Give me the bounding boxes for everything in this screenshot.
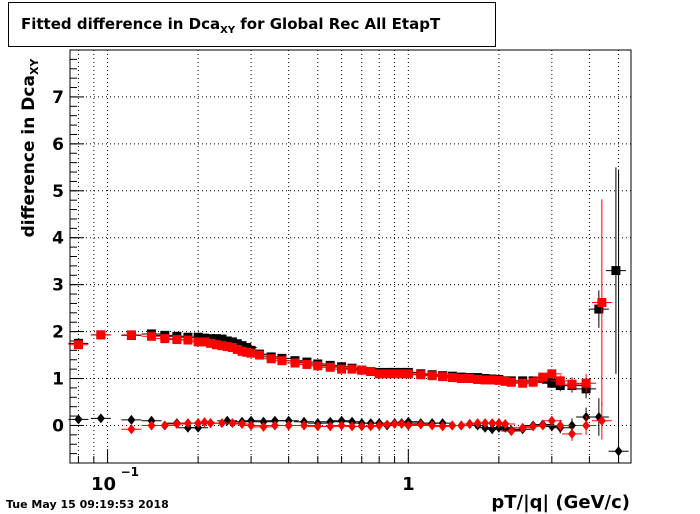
data-point-diamond (127, 415, 135, 425)
y-tick-label: 7 (52, 88, 64, 108)
data-point-square (611, 266, 620, 275)
data-point-square (160, 334, 169, 343)
y-tick-label: 4 (52, 229, 64, 249)
data-point-diamond (97, 413, 105, 423)
timestamp: Tue May 15 09:19:53 2018 (6, 498, 169, 511)
x-tick-label-tenth: 10 (91, 474, 116, 495)
data-point-square (291, 359, 300, 368)
data-point-square (96, 330, 105, 339)
data-point-square (357, 366, 366, 375)
data-point-square (448, 373, 457, 382)
data-point-square (518, 379, 527, 388)
data-point-square (428, 371, 437, 380)
data-point-square (127, 330, 136, 339)
data-point-square (366, 367, 375, 376)
y-tick-label: 3 (52, 276, 64, 296)
data-point-square (255, 351, 264, 360)
data-point-diamond (398, 419, 406, 429)
data-point-square (348, 365, 357, 374)
y-tick-label: 2 (52, 323, 64, 343)
y-axis-label: difference in DcaXY (19, 59, 41, 238)
y-tick-label: 0 (52, 416, 64, 436)
data-point-square (547, 369, 556, 378)
data-point-diamond (260, 422, 268, 432)
data-point-square (416, 370, 425, 379)
data-point-diamond (161, 420, 169, 430)
data-point-square (247, 349, 256, 358)
data-point-diamond (466, 419, 474, 429)
data-point-square (529, 378, 538, 387)
data-point-square (404, 369, 413, 378)
data-point-square (147, 332, 156, 341)
data-point-square (567, 380, 576, 389)
data-point-diamond (568, 429, 576, 439)
y-tick-label: 1 (52, 370, 64, 390)
plot-frame (70, 50, 631, 463)
data-point-diamond (200, 417, 208, 427)
data-point-square (438, 372, 447, 381)
data-point-square (313, 361, 322, 370)
x-tick-label-tenth-exponent: −1 (121, 465, 139, 479)
data-point-diamond (539, 420, 547, 430)
data-point-diamond (457, 420, 465, 430)
data-point-diamond (582, 420, 590, 430)
x-tick-label-one: 1 (402, 474, 415, 495)
y-tick-label: 6 (52, 135, 64, 155)
data-point-square (277, 356, 286, 365)
data-point-square (465, 374, 474, 383)
data-point-square (74, 340, 83, 349)
data-point-square (582, 379, 591, 388)
data-point-square (507, 378, 516, 387)
ylabel-sub: XY (28, 59, 41, 75)
plot-area: 0 1 2 3 4 5 6 7 10 −1 1 (0, 0, 700, 514)
ylabel-main: difference in Dca (19, 75, 39, 237)
data-point-square (267, 354, 276, 363)
x-axis-label: pT/|q| (GeV/c) (491, 492, 630, 513)
data-point-square (597, 298, 606, 307)
data-point-diamond (615, 446, 623, 456)
data-point-square (302, 360, 311, 369)
y-tick-label: 5 (52, 182, 64, 202)
data-point-square (547, 379, 556, 388)
data-point-square (326, 363, 335, 372)
data-point-diamond (417, 420, 425, 430)
data-point-square (183, 336, 192, 345)
data-point-diamond (529, 421, 537, 431)
